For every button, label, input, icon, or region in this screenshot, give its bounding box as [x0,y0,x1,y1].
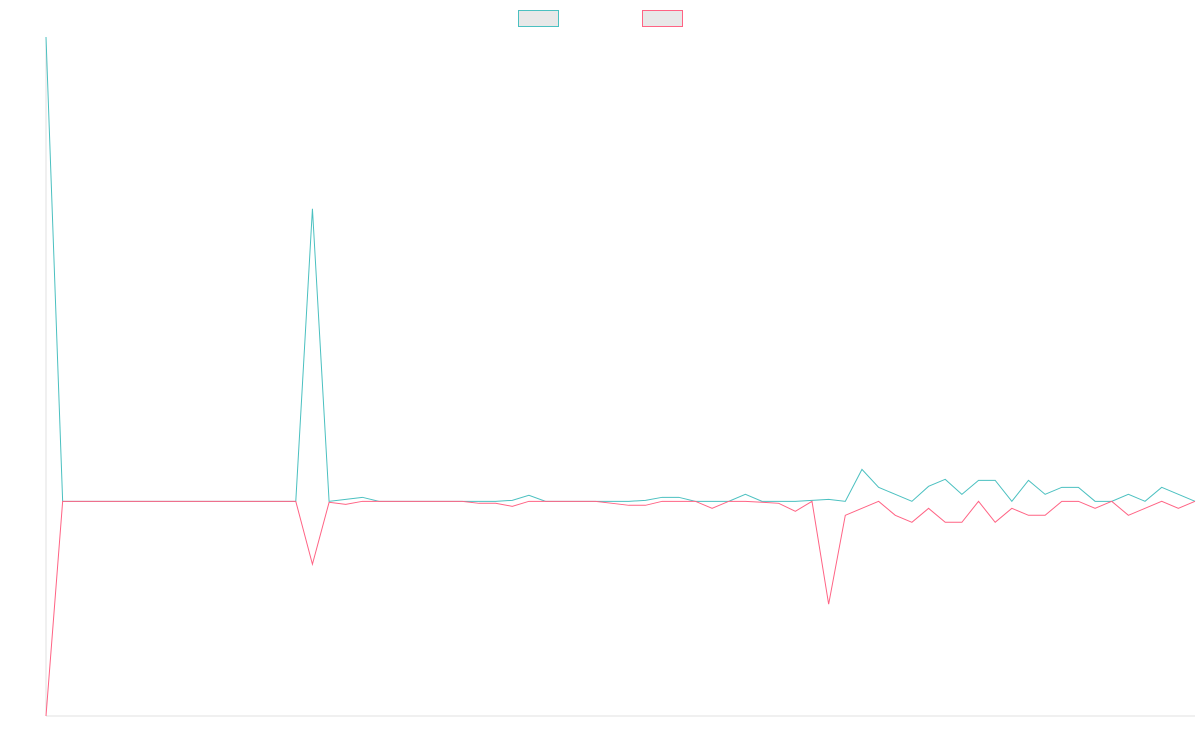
series-layer [45,36,1196,717]
legend[interactable] [518,10,683,27]
series-line-2 [45,500,1196,717]
legend-swatch-2 [642,10,683,27]
legend-swatch-1 [518,10,559,27]
legend-item-1[interactable] [518,10,559,27]
legend-item-2[interactable] [642,10,683,27]
series-line-1 [45,36,1196,503]
